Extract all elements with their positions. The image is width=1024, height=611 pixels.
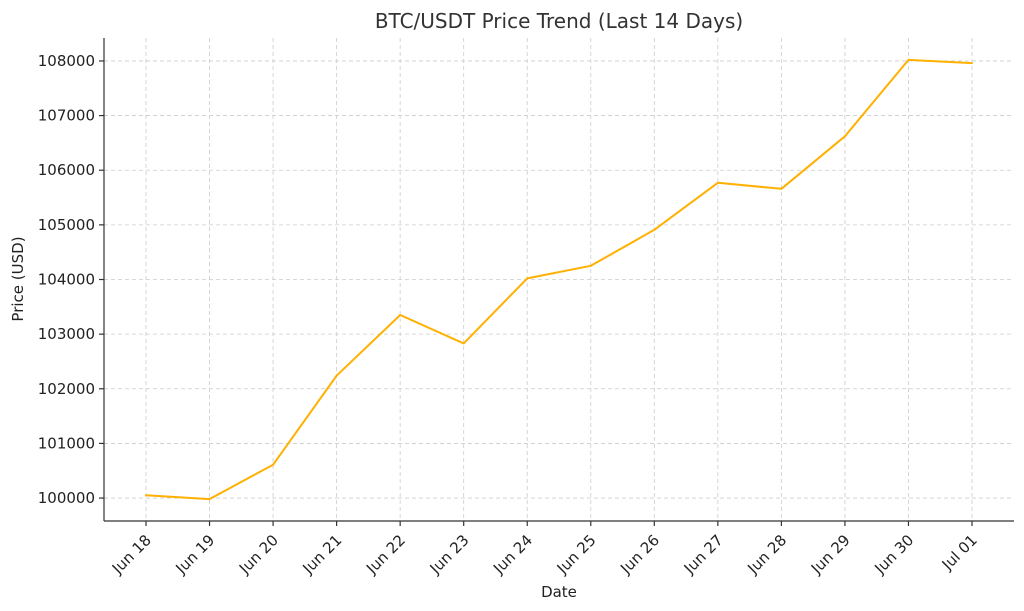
y-axis-label: Price (USD) (9, 236, 27, 321)
y-tick-label: 100000 (38, 489, 95, 507)
data-point (335, 374, 338, 377)
data-point (399, 314, 402, 317)
x-tick-label: Jun 25 (553, 531, 600, 578)
x-tick-label: Jun 27 (680, 531, 727, 578)
y-tick-label: 108000 (38, 52, 95, 70)
series-layer (145, 58, 973, 501)
data-point (907, 58, 910, 61)
x-tick-label: Jun 22 (362, 531, 409, 578)
data-point (272, 463, 275, 466)
x-tick-label: Jul 01 (938, 531, 981, 574)
x-tick-label: Jun 19 (171, 531, 218, 578)
data-point (716, 181, 719, 184)
data-point (526, 277, 529, 280)
data-point (145, 494, 147, 497)
x-tick-label: Jun 23 (426, 531, 473, 578)
y-tick-label: 107000 (38, 107, 95, 125)
x-tick-label: Jun 28 (743, 531, 790, 578)
data-point (653, 228, 656, 231)
y-tick-label: 104000 (38, 271, 95, 289)
chart-title: BTC/USDT Price Trend (Last 14 Days) (375, 9, 743, 33)
x-tick-label: Jun 26 (616, 531, 663, 578)
data-point (589, 264, 592, 267)
data-point (208, 498, 211, 501)
y-tick-label: 102000 (38, 380, 95, 398)
data-point (843, 135, 846, 138)
data-point (971, 62, 973, 65)
price-series-line (145, 58, 973, 501)
x-tick-label: Jun 20 (235, 531, 282, 578)
y-tick-label: 105000 (38, 216, 95, 234)
data-point (780, 187, 783, 190)
y-tick-label: 101000 (38, 434, 95, 452)
x-tick-label: Jun 29 (807, 531, 854, 578)
y-tick-label: 103000 (38, 325, 95, 343)
x-tick-label: Jun 24 (489, 531, 536, 578)
x-tick-label: Jun 30 (870, 531, 917, 578)
data-point (462, 342, 465, 345)
x-tick-label: Jun 21 (299, 531, 346, 578)
y-tick-label: 106000 (38, 161, 95, 179)
grid-layer (104, 38, 1014, 521)
x-tick-label: Jun 18 (108, 531, 155, 578)
x-axis-label: Date (541, 583, 577, 601)
